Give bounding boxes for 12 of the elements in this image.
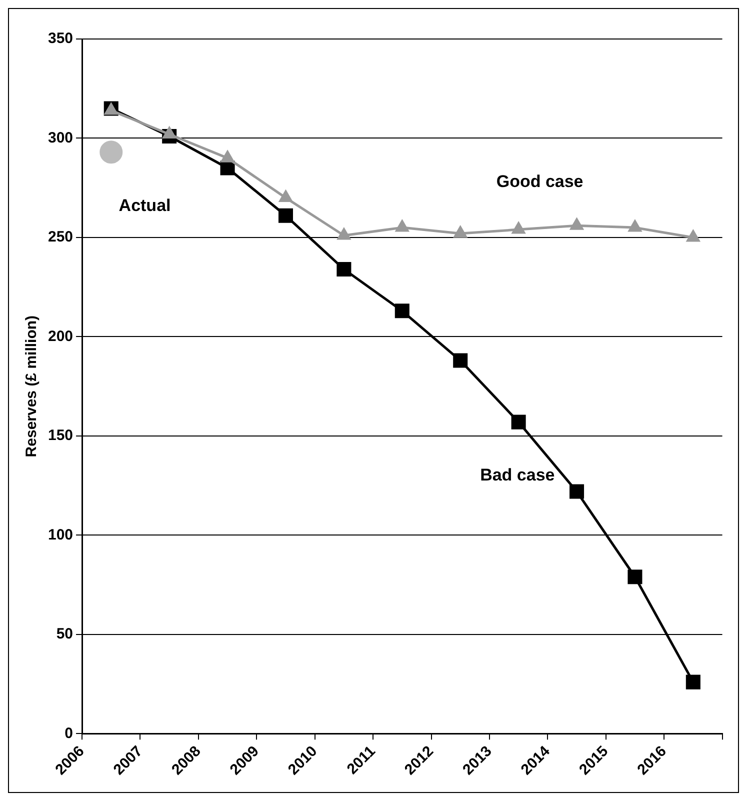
y-tick-label: 250 <box>48 228 74 246</box>
y-tick-label: 350 <box>48 30 74 48</box>
y-tick-label: 200 <box>48 328 74 345</box>
y-tick-label: 100 <box>48 526 74 544</box>
series-label: Bad case <box>480 466 555 485</box>
y-tick-label: 300 <box>48 129 74 146</box>
series-label: Good case <box>496 172 584 191</box>
y-tick-label: 150 <box>48 427 74 444</box>
y-axis-title: Reserves (£ million) <box>23 315 40 458</box>
y-tick-label: 50 <box>56 626 74 643</box>
series-label: Actual <box>118 196 171 216</box>
y-tick-label: 0 <box>64 724 74 742</box>
